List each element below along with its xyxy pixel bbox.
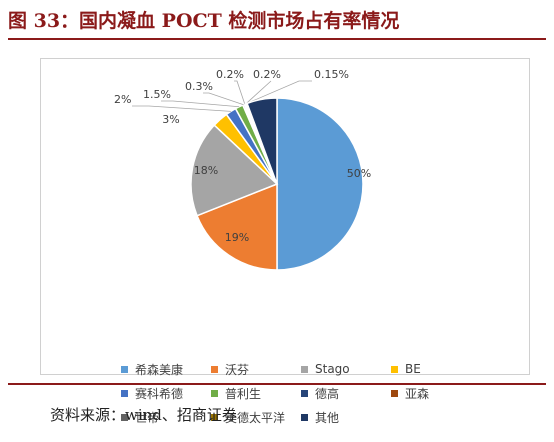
leader-line-9 xyxy=(246,80,312,104)
legend-item-6: 德高 xyxy=(301,385,391,401)
legend-item-4: 赛科希德 xyxy=(121,385,211,401)
leader-line-4 xyxy=(132,105,231,112)
slice-label-7: 0.2% xyxy=(216,68,244,81)
leader-line-5 xyxy=(161,100,240,108)
legend-swatch xyxy=(301,365,308,373)
figure-title: 图 33：国内凝血 POCT 检测市场占有率情况 xyxy=(8,10,400,32)
legend-label: 希森美康 xyxy=(135,362,184,377)
legend-item-9: 美德太平洋 xyxy=(211,409,301,425)
pie-chart: 50%19%18%3%2% 1.5%0.3%0.2% 0.2% 0.15% xyxy=(114,68,371,271)
legend-swatch xyxy=(211,413,218,421)
pie-slice-10 xyxy=(246,97,278,185)
slice-label-8: 0.2% xyxy=(253,68,281,81)
pie-slice-2 xyxy=(190,124,279,217)
pie-slice-0 xyxy=(276,97,364,271)
legend-swatch xyxy=(121,365,128,373)
leader-line-6 xyxy=(203,92,244,106)
legend-swatch xyxy=(211,365,218,373)
slice-label-6: 0.3% xyxy=(185,80,213,93)
legend-label: 赛科希德 xyxy=(135,386,184,401)
leader-line-8 xyxy=(245,80,272,105)
legend-item-3: BE xyxy=(391,361,481,377)
slice-label-3: 3% xyxy=(162,113,179,126)
legend-label: BE xyxy=(405,362,421,376)
title-divider xyxy=(8,38,546,40)
slice-label-4: 2% xyxy=(114,93,131,106)
slice-label-5: 1.5% xyxy=(143,88,171,101)
legend-item-10: 其他 xyxy=(301,409,391,425)
legend-label: 其他 xyxy=(315,410,340,425)
legend-item-7: 亚森 xyxy=(391,385,481,401)
legend-item-5: 普利生 xyxy=(211,385,301,401)
legend-label: 亚森 xyxy=(405,386,430,401)
legend-item-0: 希森美康 xyxy=(121,361,211,377)
legend-swatch xyxy=(391,389,398,397)
legend-label: Stago xyxy=(315,362,350,376)
leader-line-7 xyxy=(234,80,246,105)
legend-item-1: 沃芬 xyxy=(211,361,301,377)
legend-swatch xyxy=(121,413,128,421)
legend-item-2: Stago xyxy=(301,361,391,377)
pie-slice-1 xyxy=(196,182,278,271)
slice-label-2: 18% xyxy=(194,164,218,177)
legend-swatch xyxy=(121,389,128,397)
legend-label: 德高 xyxy=(315,386,340,401)
legend-label: 美德太平洋 xyxy=(225,410,286,425)
slice-label-9: 0.15% xyxy=(314,68,349,81)
slice-label-1: 19% xyxy=(225,231,249,244)
legend-label: 普利生 xyxy=(225,386,262,401)
chart-frame: 50% 19% 18% 3% 2% 1.5% 0.3% 0.2% 0.2% 0.15% 希森美康沃… xyxy=(40,58,530,425)
legend-swatch xyxy=(211,389,218,397)
source-note: 资料来源：wind、招商证券 xyxy=(50,406,237,424)
legend-swatch xyxy=(301,413,308,421)
legend-item-8: 世帝 xyxy=(121,409,211,425)
slice-label-0: 50% xyxy=(347,167,371,180)
legend-label: 世帝 xyxy=(135,410,160,425)
legend-swatch xyxy=(391,365,398,373)
bottom-divider xyxy=(8,383,546,385)
legend-swatch xyxy=(301,389,308,397)
chart-legend: 希森美康 沃芬 Stago BE 赛科希德 普利生 德高 亚森世帝 美德太平洋 其他 xyxy=(121,361,481,425)
legend-label: 沃芬 xyxy=(225,362,250,377)
